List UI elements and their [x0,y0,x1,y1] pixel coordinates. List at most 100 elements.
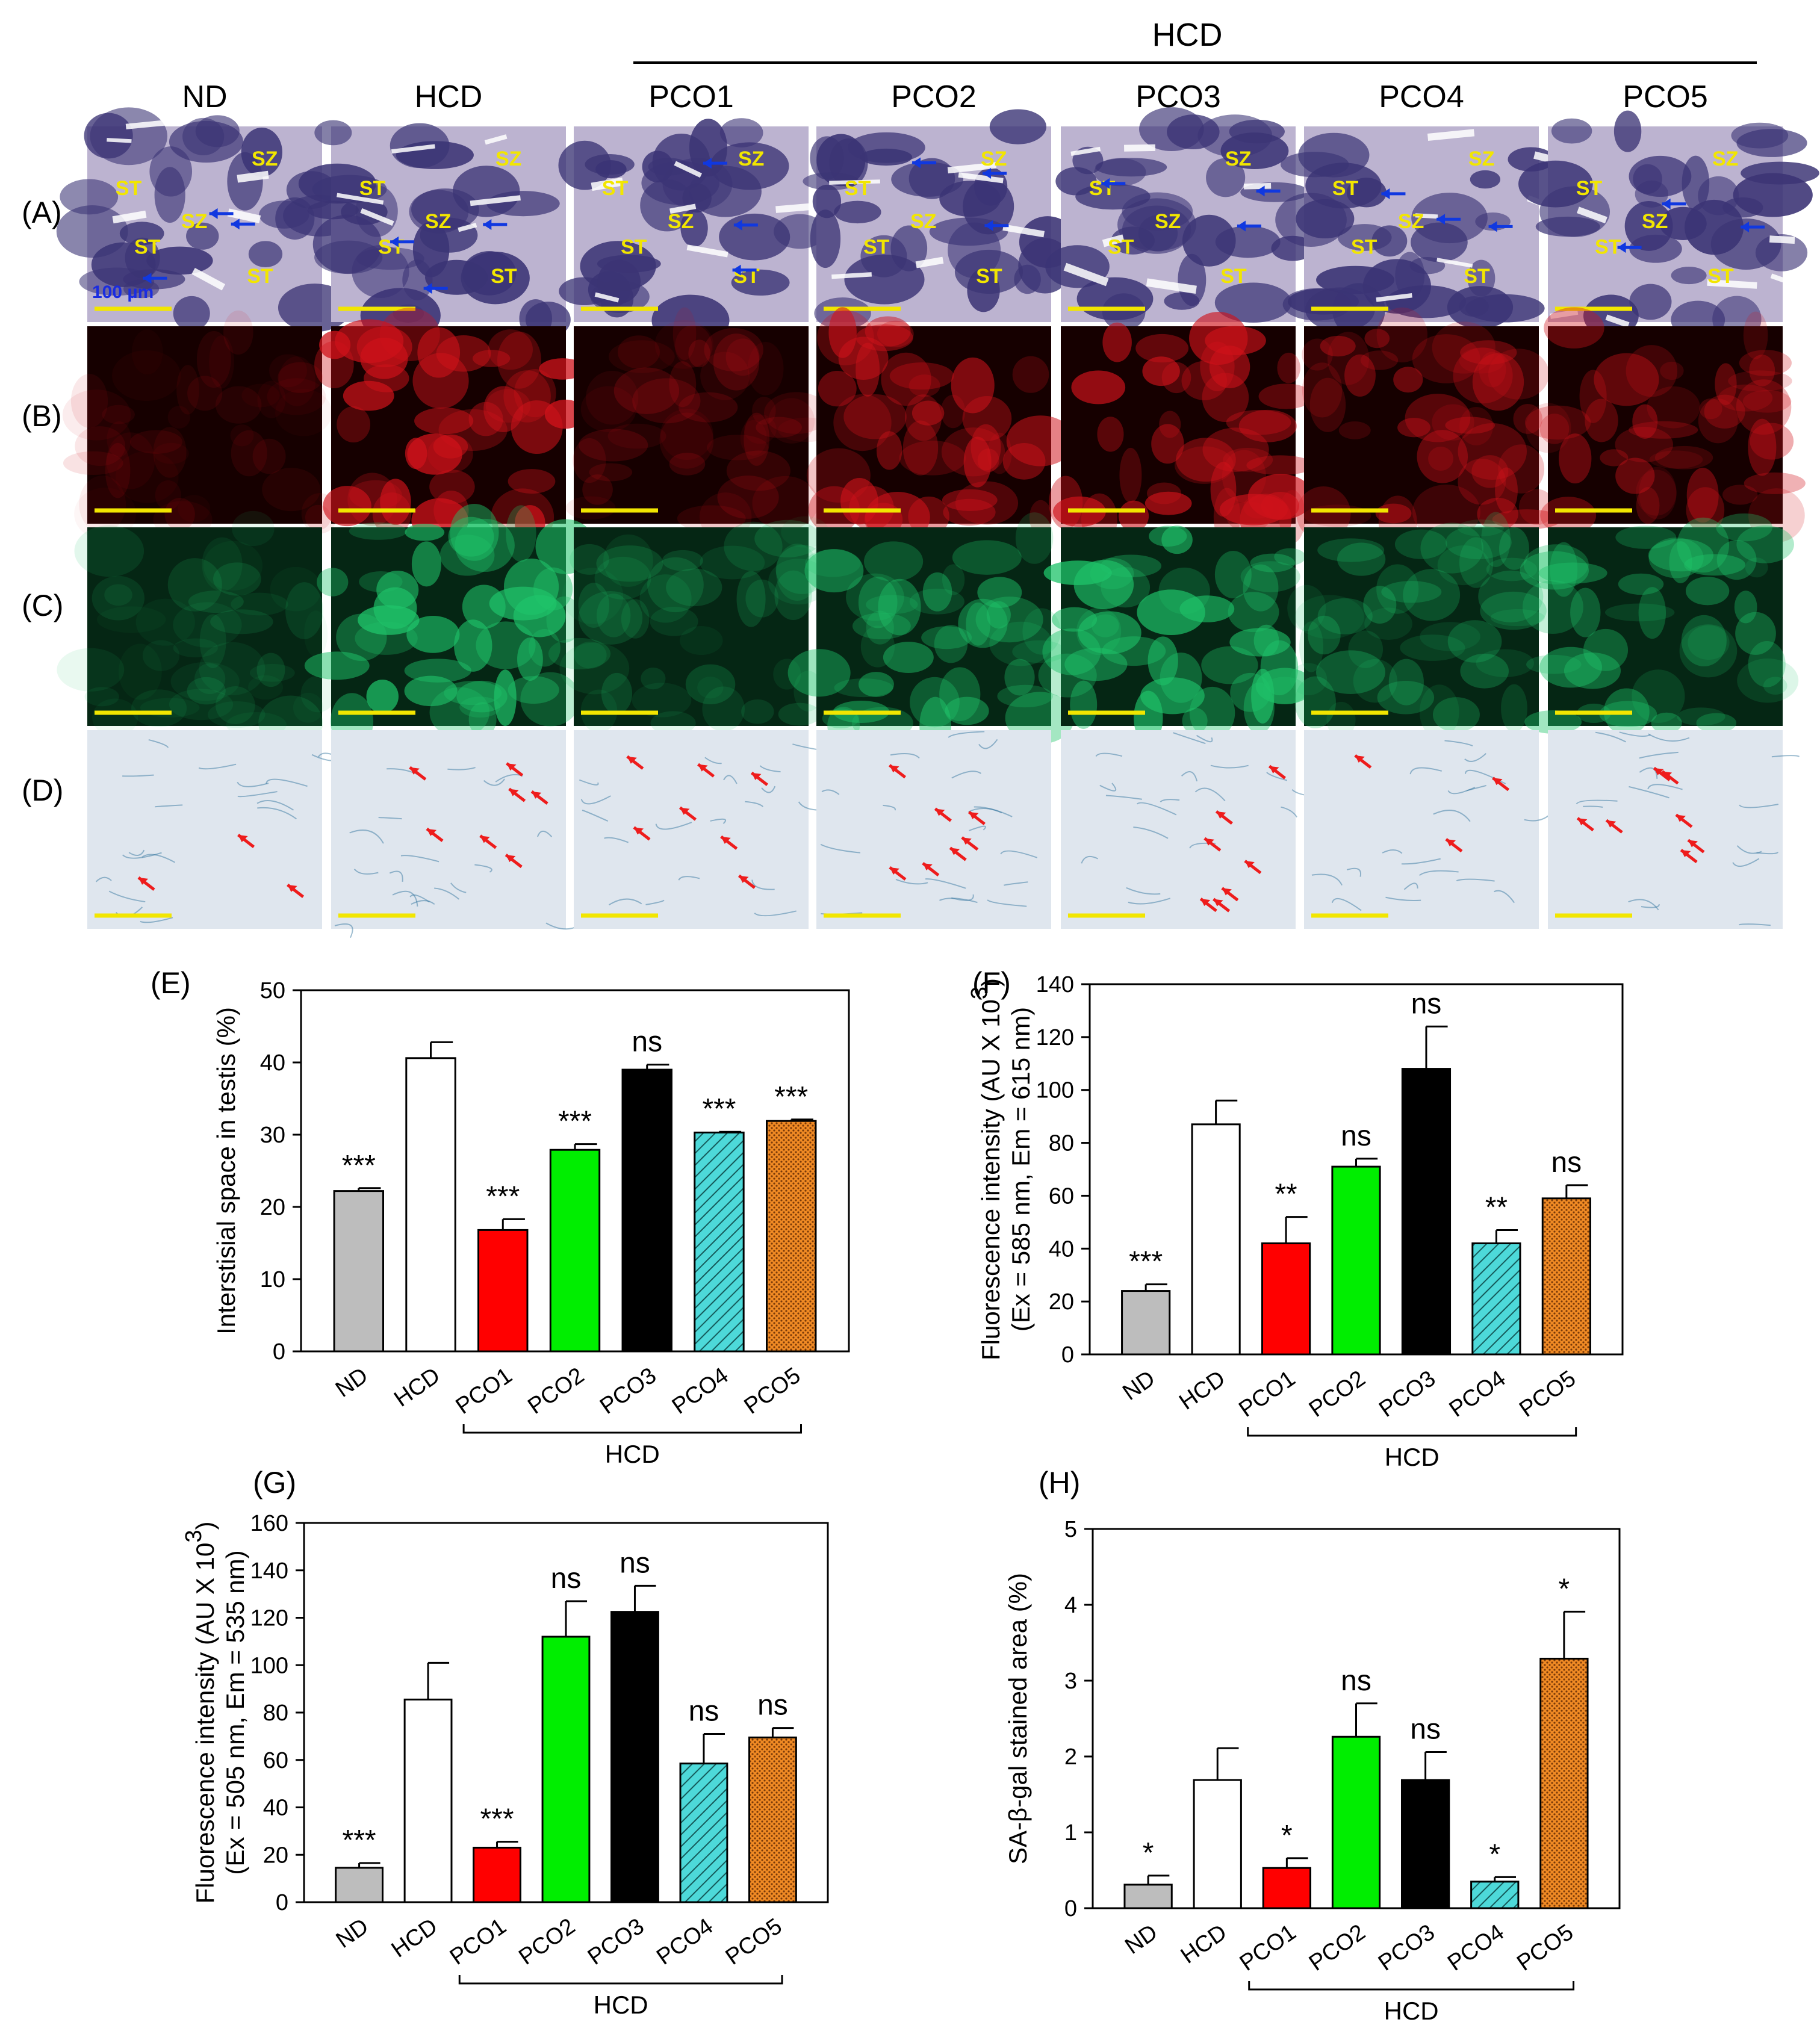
significance-label: ns [757,1690,788,1722]
significance-label: *** [480,1803,514,1835]
hcd-group-label: HCD [1152,17,1223,53]
y-axis-label: Fluorescence intensity (AU X 103) [967,978,1005,1360]
bar-hcd [403,1698,453,1903]
region-label: SZ [1642,210,1668,233]
significance-label: * [1143,1837,1154,1869]
y-tick-label: 100 [250,1653,288,1678]
y-tick-label: 4 [1064,1593,1077,1618]
bar-pco5 [1541,1197,1591,1356]
micrograph-a-nd: 100 µm ST SZ SZ ST ST [56,107,357,332]
significance-label: ** [1485,1192,1508,1224]
significance-label: ** [1275,1179,1297,1211]
y-tick-label: 60 [1049,1183,1074,1209]
micrograph-a-pco2: ST SZ SZ ST ST [803,109,1076,329]
x-tick-label: PCO4 [1443,1920,1509,1976]
micrograph-d-pco3 [1061,730,1334,929]
micrograph-a-pco3: ST SZ SZ ST ST [1045,107,1314,330]
micrograph-c-pco1 [548,516,830,736]
hcd-bracket [1248,1981,1575,1991]
micrograph-c-pco4 [1287,512,1547,739]
column-header-hcd: HCD [415,79,483,114]
x-tick-label: ND [331,1363,373,1403]
region-label: ST [1576,177,1603,200]
y-tick-label: 40 [263,1796,288,1821]
bar-pco4 [694,1131,745,1353]
region-label: ST [976,265,1002,288]
y-axis-label: SA-β-gal stained area (%) [1004,1573,1032,1864]
micrograph-d-pco4 [1304,730,1550,929]
bar-pco4 [1470,1881,1520,1909]
y-tick-label: 100 [1036,1078,1074,1103]
y-tick-label: 140 [1036,972,1074,997]
y-tick-label: 1 [1064,1820,1077,1846]
region-label: SZ [738,147,764,170]
bar-pco5 [748,1736,797,1903]
region-label: ST [491,265,517,288]
micrograph-c-pco5 [1520,513,1799,736]
region-label: ST [1220,265,1247,288]
y-tick-label: 140 [250,1558,288,1584]
micrograph-c-nd [57,510,336,751]
region-label: ST [1108,235,1134,258]
bar-nd [1121,1290,1171,1356]
region-label: ST [359,177,386,200]
chart-f: (F) 0 20 40 60 80 100 120 140 Fluorescence intens… [967,966,1624,1471]
bar-pco2 [1331,1165,1381,1356]
micrograph-d-pco5 [1548,730,1800,929]
y-axis-label-line2: (Ex = 505 nm, Em = 535 nm) [221,1550,249,1874]
column-header-pco1: PCO1 [648,79,734,114]
x-tick-label: PCO4 [668,1363,733,1419]
y-tick-label: 40 [1049,1236,1074,1262]
micrograph-grid: 100 µm ST SZ SZ ST ST ST SZ SZ ST ST ST SZ SZ ST ST ST SZ… [56,107,1820,938]
chart-e: (E) 0 10 20 30 40 50 Interstisial space in test… [151,966,850,1468]
bar-nd [1123,1884,1173,1909]
x-tick-label: PCO1 [1234,1366,1300,1422]
panel-label: (G) [253,1466,296,1499]
region-label: ST [134,235,161,258]
bar-pco3 [621,1068,672,1353]
bar-nd [333,1190,384,1353]
micrograph-d-pco1 [574,730,837,929]
x-tick-label: PCO5 [721,1914,787,1970]
region-label: ST [1707,265,1734,288]
region-label: SZ [181,210,207,233]
y-tick-label: 60 [263,1748,288,1773]
bar-pco3 [1400,1779,1450,1909]
y-axis-label: Interstisial space in testis (%) [212,1007,240,1335]
x-tick-label: PCO1 [1235,1920,1301,1976]
region-label: SZ [425,210,451,233]
region-label: ST [621,235,647,258]
bar-pco5 [1539,1657,1589,1909]
micrograph-c-pco3 [1038,526,1314,745]
micrograph-a-pco5: ST SZ SZ ST ST [1518,110,1820,343]
region-label: ST [1089,177,1116,200]
significance-label: *** [774,1081,808,1113]
column-header-nd: ND [182,79,227,114]
region-label: ST [1464,265,1490,288]
significance-label: *** [558,1106,592,1138]
x-tick-label: PCO5 [1515,1366,1580,1422]
significance-label: * [1489,1838,1500,1870]
bar-pco1 [1261,1242,1311,1356]
bar-pco3 [1401,1068,1452,1356]
hcd-bracket-label: HCD [594,1991,648,2019]
y-tick-label: 2 [1064,1744,1077,1770]
micrograph-b-hcd [314,308,586,546]
micrograph-b-pco5 [1524,307,1806,543]
region-label: SZ [495,147,521,170]
x-tick-label: HCD [387,1914,443,1963]
x-tick-label: ND [1120,1920,1162,1959]
micrograph-d-nd [87,730,354,929]
bar-pco2 [541,1636,591,1903]
y-tick-label: 30 [260,1123,285,1148]
bar-pco2 [549,1149,601,1353]
y-tick-label: 0 [1061,1342,1074,1368]
chart-g: (G) 0 20 40 60 80 100 120 140 160 Fluorescence int… [181,1466,829,2019]
y-tick-label: 50 [260,978,285,1003]
y-tick-label: 20 [260,1195,285,1220]
x-tick-label: PCO2 [1305,1366,1370,1422]
x-tick-label: PCO4 [1445,1366,1511,1422]
x-tick-label: PCO2 [523,1363,589,1419]
y-tick-label: 0 [276,1890,288,1915]
